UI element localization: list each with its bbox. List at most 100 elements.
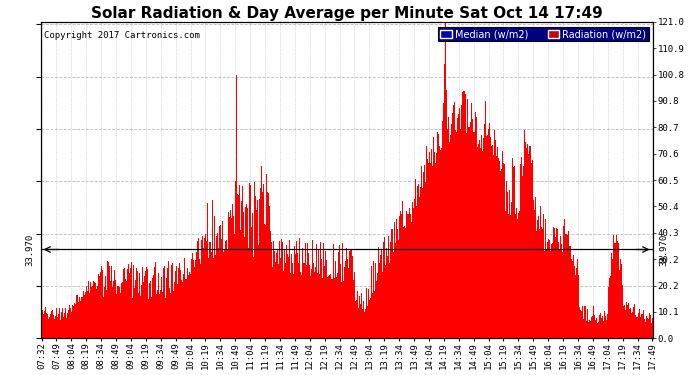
Bar bbox=[328, 275, 330, 338]
Bar bbox=[360, 304, 362, 338]
Bar bbox=[441, 148, 442, 338]
Bar bbox=[268, 194, 269, 338]
Bar bbox=[349, 251, 351, 338]
Bar bbox=[182, 282, 183, 338]
Bar bbox=[535, 196, 536, 338]
Bar bbox=[448, 142, 450, 338]
Bar bbox=[551, 244, 552, 338]
Bar bbox=[303, 262, 304, 338]
Bar bbox=[50, 314, 51, 338]
Bar bbox=[315, 267, 316, 338]
Bar bbox=[270, 231, 271, 338]
Bar bbox=[644, 319, 645, 338]
Bar bbox=[499, 160, 500, 338]
Bar bbox=[331, 279, 332, 338]
Bar bbox=[108, 266, 110, 338]
Bar bbox=[295, 254, 296, 338]
Bar bbox=[285, 262, 286, 338]
Bar bbox=[404, 226, 405, 338]
Bar bbox=[63, 317, 64, 338]
Bar bbox=[275, 262, 276, 338]
Bar bbox=[288, 257, 289, 338]
Bar bbox=[124, 268, 126, 338]
Bar bbox=[248, 248, 249, 338]
Bar bbox=[146, 267, 147, 338]
Bar bbox=[410, 214, 411, 338]
Bar bbox=[132, 297, 133, 338]
Bar bbox=[533, 200, 534, 338]
Bar bbox=[151, 297, 152, 338]
Bar bbox=[113, 281, 115, 338]
Bar bbox=[627, 305, 628, 338]
Bar bbox=[476, 117, 477, 338]
Bar bbox=[377, 273, 378, 338]
Bar bbox=[604, 310, 605, 338]
Bar bbox=[605, 315, 607, 338]
Bar bbox=[573, 266, 575, 338]
Bar bbox=[169, 288, 170, 338]
Bar bbox=[596, 318, 598, 338]
Bar bbox=[207, 203, 208, 338]
Bar bbox=[89, 293, 90, 338]
Bar bbox=[293, 274, 294, 338]
Bar bbox=[201, 236, 203, 338]
Bar bbox=[213, 258, 214, 338]
Bar bbox=[495, 140, 496, 338]
Bar bbox=[301, 275, 302, 338]
Bar bbox=[500, 171, 501, 338]
Bar bbox=[512, 158, 513, 338]
Bar bbox=[189, 272, 190, 338]
Bar bbox=[318, 249, 319, 338]
Bar bbox=[518, 213, 519, 338]
Bar bbox=[435, 163, 436, 338]
Bar bbox=[278, 264, 279, 338]
Bar bbox=[630, 309, 631, 338]
Bar bbox=[485, 101, 486, 338]
Bar bbox=[587, 309, 589, 338]
Bar bbox=[247, 209, 248, 338]
Bar bbox=[337, 252, 339, 338]
Bar bbox=[477, 147, 478, 338]
Bar bbox=[95, 283, 96, 338]
Bar bbox=[69, 305, 70, 338]
Bar bbox=[591, 317, 593, 338]
Bar bbox=[187, 268, 188, 338]
Bar bbox=[110, 266, 112, 338]
Bar bbox=[286, 245, 287, 338]
Bar bbox=[45, 307, 46, 338]
Bar bbox=[313, 262, 314, 338]
Bar bbox=[513, 167, 514, 338]
Bar bbox=[355, 301, 357, 338]
Bar bbox=[170, 292, 171, 338]
Bar bbox=[615, 243, 616, 338]
Bar bbox=[242, 186, 244, 338]
Bar bbox=[221, 221, 223, 338]
Bar bbox=[198, 238, 199, 338]
Bar bbox=[255, 196, 256, 338]
Bar bbox=[623, 306, 624, 338]
Bar bbox=[635, 315, 636, 338]
Bar bbox=[119, 287, 121, 338]
Bar bbox=[139, 273, 140, 338]
Bar bbox=[272, 267, 273, 338]
Bar bbox=[553, 227, 554, 338]
Bar bbox=[620, 259, 621, 338]
Bar bbox=[464, 93, 466, 338]
Bar bbox=[391, 229, 392, 338]
Bar bbox=[122, 282, 124, 338]
Bar bbox=[402, 201, 403, 338]
Bar bbox=[138, 293, 139, 338]
Bar bbox=[418, 184, 419, 338]
Bar bbox=[394, 222, 395, 338]
Bar bbox=[263, 184, 264, 338]
Bar bbox=[396, 219, 397, 338]
Bar bbox=[150, 281, 151, 338]
Bar bbox=[224, 242, 226, 338]
Bar bbox=[199, 264, 201, 338]
Bar bbox=[128, 264, 129, 338]
Bar bbox=[321, 259, 322, 338]
Bar bbox=[511, 202, 512, 338]
Bar bbox=[647, 318, 648, 338]
Bar bbox=[494, 130, 495, 338]
Bar bbox=[228, 216, 230, 338]
